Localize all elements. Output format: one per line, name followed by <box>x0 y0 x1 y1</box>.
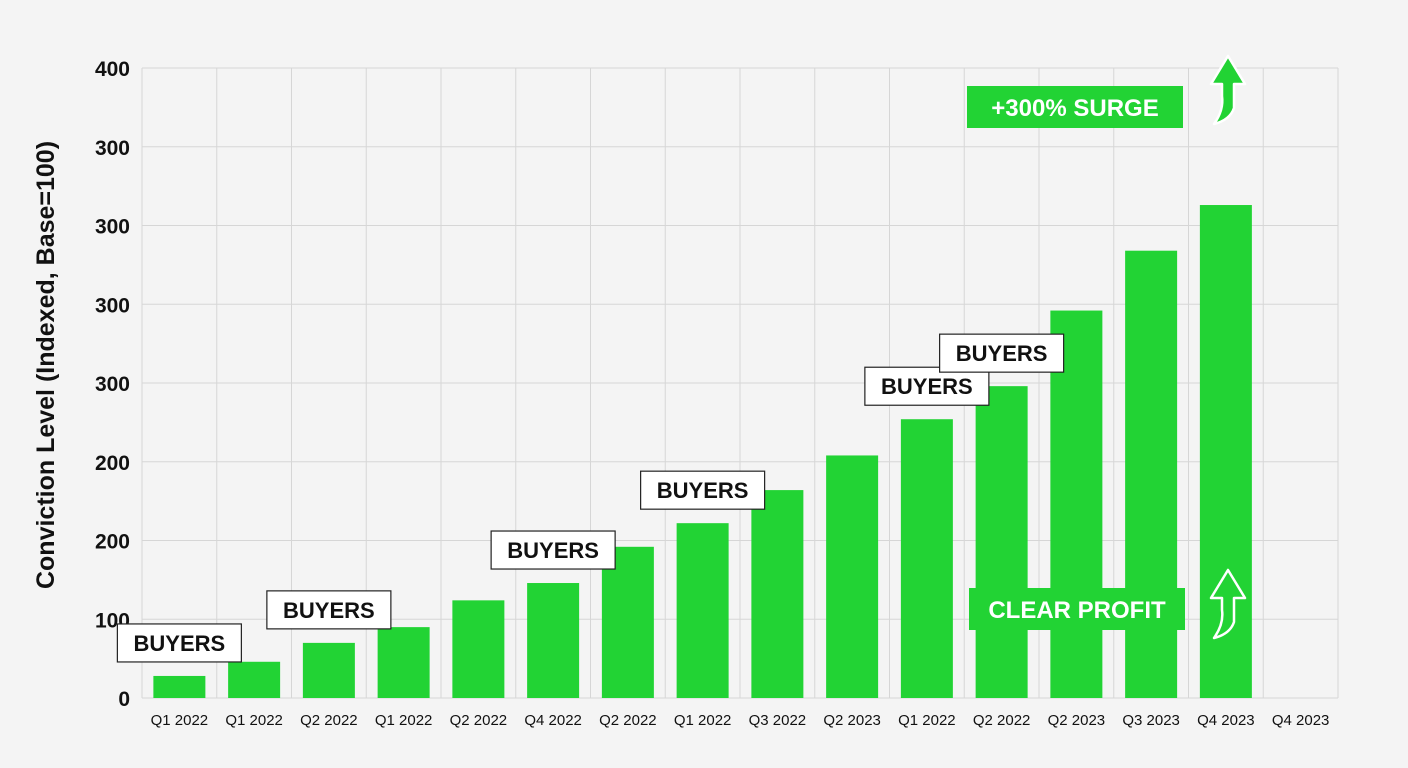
arrow-up-icon <box>1209 568 1247 640</box>
x-tick-label: Q1 2022 <box>898 712 956 729</box>
bar <box>1125 250 1178 698</box>
x-axis: Q1 2022 Q1 2022 Q2 2022 Q1 2022 Q2 2022 Q4 20… <box>151 712 1330 729</box>
annotation-label: BUYERS <box>507 538 599 563</box>
callout-profit: CLEAR PROFIT <box>969 588 1185 630</box>
x-tick-label: Q4 2023 <box>1272 712 1330 729</box>
arrow-up-icon <box>1209 54 1247 126</box>
grid <box>141 67 1339 699</box>
callout-profit-box <box>969 588 1185 630</box>
annotation-buyers: BUYERS <box>864 366 990 406</box>
annotation-box <box>939 333 1065 373</box>
bar <box>228 661 281 698</box>
annotation-box <box>266 590 392 630</box>
y-tick-label: 300 <box>95 137 130 160</box>
bar <box>1050 310 1103 698</box>
bar <box>676 523 729 698</box>
bar <box>601 546 654 698</box>
bar <box>900 419 953 698</box>
bar <box>153 675 206 698</box>
annotation-box <box>640 470 766 510</box>
x-tick-label: Q3 2022 <box>749 712 807 729</box>
x-tick-label: Q3 2023 <box>1122 712 1180 729</box>
annotation-buyers: BUYERS <box>640 470 766 510</box>
x-tick-label: Q2 2022 <box>450 712 508 729</box>
y-tick-label: 300 <box>95 373 130 396</box>
callouts: +300% SURGE CLEAR PROFIT <box>967 54 1247 640</box>
x-tick-label: Q1 2022 <box>674 712 732 729</box>
x-tick-label: Q4 2023 <box>1197 712 1255 729</box>
x-tick-label: Q1 2022 <box>151 712 209 729</box>
annotation-label: BUYERS <box>881 374 973 399</box>
annotation-label: BUYERS <box>134 631 226 656</box>
annotation-buyers: BUYERS <box>116 623 242 663</box>
y-axis-label: Conviction Level (Indexed, Base=100) <box>32 141 60 589</box>
bars <box>153 205 1252 698</box>
x-tick-label: Q2 2023 <box>823 712 881 729</box>
annotation-box <box>490 530 616 570</box>
callout-surge-box <box>967 86 1183 128</box>
annotation-label: BUYERS <box>283 598 375 623</box>
y-tick-label: 0 <box>118 688 130 711</box>
annotation-label: BUYERS <box>956 341 1048 366</box>
x-tick-label: Q4 2022 <box>524 712 582 729</box>
bar <box>826 455 879 698</box>
annotation-buyers: BUYERS <box>939 333 1065 373</box>
x-tick-label: Q2 2023 <box>1048 712 1106 729</box>
callout-profit-label: CLEAR PROFIT <box>988 597 1166 624</box>
bar <box>377 627 430 698</box>
annotation-label: BUYERS <box>657 478 749 503</box>
annotation-box <box>864 366 990 406</box>
y-tick-label: 400 <box>95 58 130 81</box>
x-tick-label: Q2 2022 <box>973 712 1031 729</box>
callout-surge: +300% SURGE <box>967 86 1183 128</box>
bar <box>527 583 580 698</box>
y-tick-label: 300 <box>95 294 130 317</box>
x-tick-label: Q2 2022 <box>599 712 657 729</box>
annotation-buyers: BUYERS <box>490 530 616 570</box>
y-tick-label: 300 <box>95 216 130 239</box>
bar <box>452 600 505 698</box>
bar <box>302 642 355 698</box>
annotation-box <box>116 623 242 663</box>
x-tick-label: Q1 2022 <box>225 712 283 729</box>
annotation-buyers: BUYERS <box>266 590 392 630</box>
annotations: BUYERS BUYERS BUYERS BUYERS BUYERS BUYERS <box>116 333 1065 663</box>
bar <box>751 490 804 698</box>
y-tick-label: 200 <box>95 531 130 554</box>
x-tick-label: Q2 2022 <box>300 712 358 729</box>
y-tick-label: 200 <box>95 452 130 475</box>
bar <box>975 386 1028 698</box>
x-tick-label: Q1 2022 <box>375 712 433 729</box>
callout-surge-label: +300% SURGE <box>991 95 1158 122</box>
